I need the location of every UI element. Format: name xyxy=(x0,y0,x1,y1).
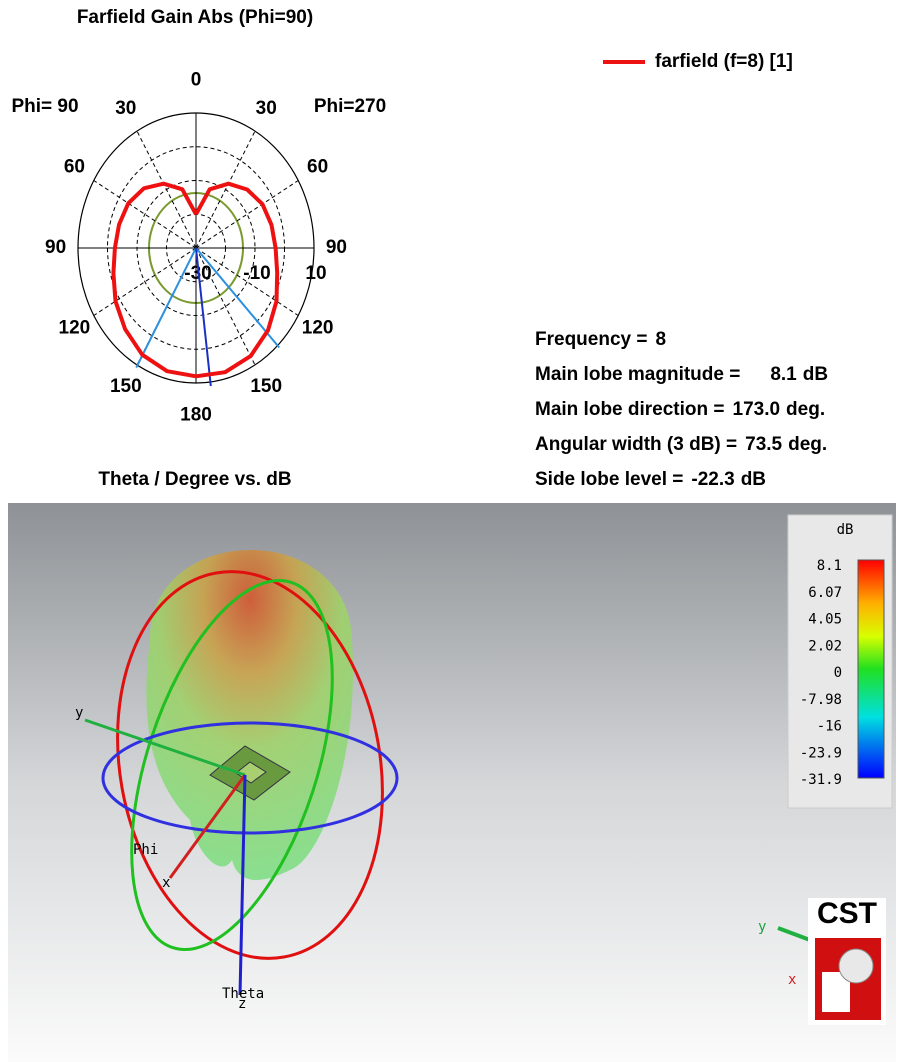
info-value: 173.0 xyxy=(733,399,781,420)
colorbar-label: -23.9 xyxy=(800,745,842,761)
mini-y-axis xyxy=(777,926,811,942)
colorbar-label: 4.05 xyxy=(808,612,842,628)
axis-label: y xyxy=(75,705,83,721)
angle-tick-label: 90 xyxy=(45,237,66,258)
info-line: Side lobe level = -22.3 dB xyxy=(535,469,766,490)
info-label: Side lobe level = xyxy=(535,469,683,490)
horizon-circle xyxy=(101,721,399,835)
viewport xyxy=(8,503,896,1062)
radial-tick-label: -10 xyxy=(243,263,270,284)
grid-spoke xyxy=(136,130,197,249)
info-unit: deg. xyxy=(788,434,827,455)
angle-tick-label: 30 xyxy=(256,98,277,119)
3d-view: y x z Phi Theta dB 8.1 6.07 4.05 2.02 0 -7.98… xyxy=(8,503,896,1062)
colorbar-label: -7.98 xyxy=(800,692,842,708)
info-line: Angular width (3 dB) = 73.5 deg. xyxy=(535,434,827,455)
y-axis xyxy=(84,718,246,777)
colorbar-label: -16 xyxy=(817,719,842,735)
axis-label: Phi xyxy=(133,842,158,858)
info-unit: deg. xyxy=(786,399,825,420)
phi-circle xyxy=(116,570,384,960)
angle-tick-label: 0 xyxy=(191,70,202,91)
info-label: Main lobe magnitude = xyxy=(535,364,740,385)
info-label: Angular width (3 dB) = xyxy=(535,434,737,455)
z-axis xyxy=(238,774,247,996)
side-label: Phi= 90 xyxy=(11,96,78,117)
grid-spoke xyxy=(195,130,256,249)
x-axis xyxy=(168,774,247,879)
info-unit: dB xyxy=(803,364,828,385)
grid-spoke xyxy=(195,247,256,366)
info-value: 73.5 xyxy=(745,434,782,455)
info-line: Main lobe magnitude = 8.1 dB xyxy=(535,364,828,385)
logo: CST xyxy=(817,897,877,930)
radial-tick-label: 10 xyxy=(305,263,326,284)
logo-shape xyxy=(838,948,874,984)
info-unit: dB xyxy=(741,469,766,490)
colorbar-label: 2.02 xyxy=(808,638,842,654)
angle-tick-label: 60 xyxy=(64,157,85,178)
info-line: Frequency = 8 xyxy=(535,329,666,350)
colorbar-label: 6.07 xyxy=(808,585,842,601)
colorbar xyxy=(857,559,885,779)
angle-tick-label: 150 xyxy=(250,376,282,397)
mini-axis-label: y xyxy=(758,919,766,935)
info-line: Main lobe direction = 173.0 deg. xyxy=(535,399,825,420)
beamwidth-line xyxy=(135,247,197,368)
side-label: Phi=270 xyxy=(314,96,386,117)
angle-tick-label: 120 xyxy=(302,317,334,338)
main-lobe-line xyxy=(195,247,212,387)
axis-label: x xyxy=(162,875,170,891)
angle-tick-label: 150 xyxy=(110,376,142,397)
colorbar-label: 0 xyxy=(834,665,842,681)
angle-tick-label: 180 xyxy=(180,404,212,425)
gain-curve xyxy=(111,181,280,379)
angle-tick-label: 60 xyxy=(307,157,328,178)
farfield-surface xyxy=(146,550,354,880)
info-label: Frequency = xyxy=(535,329,647,350)
info-value: 8 xyxy=(655,329,666,350)
colorbar-unit: dB xyxy=(837,522,854,538)
angle-tick-label: 30 xyxy=(115,98,136,119)
colorbar-label: -31.9 xyxy=(800,772,842,788)
axis-label: z xyxy=(238,996,246,1012)
x-axis-label: Theta / Degree vs. dB xyxy=(98,469,291,490)
axis-label: Theta xyxy=(222,986,264,1002)
colorbar-label: 8.1 xyxy=(817,558,842,574)
info-label: Main lobe direction = xyxy=(535,399,725,420)
info-value: -22.3 xyxy=(691,469,734,490)
chart-title: Farfield Gain Abs (Phi=90) xyxy=(77,7,313,28)
legend-label: farfield (f=8) [1] xyxy=(655,51,793,72)
info-value: 8.1 xyxy=(770,364,797,385)
mini-axis-label: x xyxy=(788,972,796,988)
angle-tick-label: 90 xyxy=(326,237,347,258)
angle-tick-label: 120 xyxy=(59,317,91,338)
